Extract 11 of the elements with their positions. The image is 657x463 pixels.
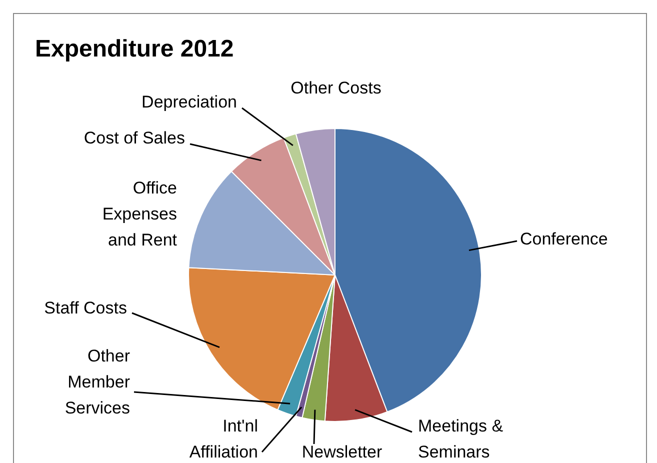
- slice-label: Meetings & Seminars: [418, 416, 504, 462]
- chart-title: Expenditure 2012: [35, 36, 234, 63]
- slice-label: Other Member Services: [64, 346, 130, 418]
- slice-label: Depreciation: [142, 92, 237, 112]
- slice-label: Staff Costs: [44, 298, 127, 318]
- slice-label: Conference: [520, 230, 608, 249]
- slice-label: Newsletter: [302, 442, 382, 462]
- slice-label: Int'nl Affiliation: [189, 416, 258, 462]
- slice-label: Cost of Sales: [84, 128, 185, 148]
- slice-label: Office Expenses and Rent: [102, 178, 178, 250]
- slice-label: Other Costs: [290, 78, 382, 98]
